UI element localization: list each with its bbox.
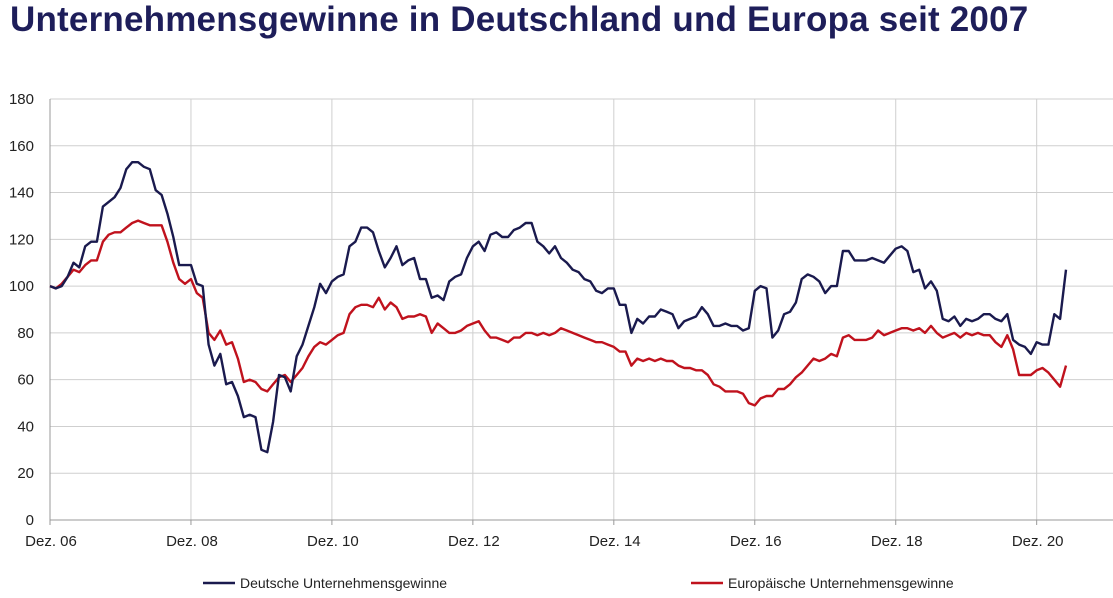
x-tick-label: Dez. 06 — [25, 533, 77, 550]
x-tick-label: Dez. 20 — [1012, 533, 1064, 550]
y-tick-label: 40 — [17, 418, 34, 435]
series-line-europaeische — [49, 219, 1068, 407]
y-axis-tick-labels: 0 20 40 60 80 100 120 140 160 180 — [9, 91, 34, 529]
y-tick-label: 100 — [9, 278, 34, 295]
y-tick-label: 160 — [9, 138, 34, 155]
x-tick-label: Dez. 14 — [589, 533, 641, 550]
legend-label-deutsche: Deutsche Unternehmensgewinne — [240, 575, 447, 591]
gridlines — [50, 98, 1113, 520]
y-tick-label: 20 — [17, 465, 34, 482]
x-tick-label: Dez. 12 — [448, 533, 500, 550]
y-tick-label: 80 — [17, 325, 34, 342]
chart-title: Unternehmensgewinne in Deutschland und E… — [10, 0, 1029, 39]
x-axis-tick-labels: Dez. 06 Dez. 08 Dez. 10 Dez. 12 Dez. 14 Dez. … — [25, 533, 1063, 550]
x-tick-label: Dez. 16 — [730, 533, 782, 550]
y-tick-label: 140 — [9, 185, 34, 202]
x-tick-label: Dez. 08 — [166, 533, 218, 550]
legend-label-europaeische: Europäische Unternehmensgewinne — [728, 575, 954, 591]
series-lines — [49, 161, 1068, 454]
legend: Deutsche Unternehmensgewinne Europäische… — [203, 575, 954, 591]
series-line-deutsche — [49, 161, 1068, 454]
x-tick-label: Dez. 10 — [307, 533, 359, 550]
x-tick-label: Dez. 18 — [871, 533, 923, 550]
y-tick-label: 0 — [26, 512, 34, 529]
y-tick-label: 180 — [9, 91, 34, 108]
axes — [49, 99, 1113, 525]
y-tick-label: 60 — [17, 372, 34, 389]
y-tick-label: 120 — [9, 231, 34, 248]
